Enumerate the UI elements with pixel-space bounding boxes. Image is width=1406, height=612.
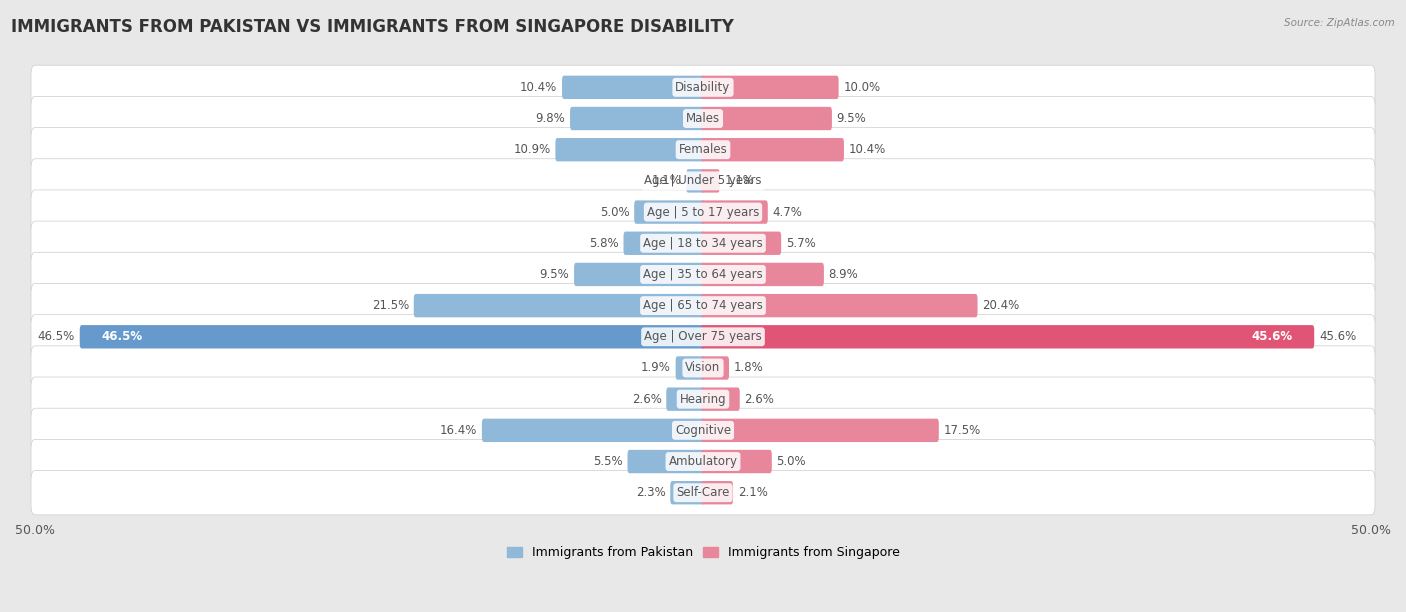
FancyBboxPatch shape [31, 377, 1375, 421]
Text: 9.5%: 9.5% [837, 112, 866, 125]
Text: Males: Males [686, 112, 720, 125]
FancyBboxPatch shape [31, 346, 1375, 390]
Text: 2.3%: 2.3% [636, 486, 665, 499]
Text: 1.8%: 1.8% [734, 362, 763, 375]
Text: 5.5%: 5.5% [593, 455, 623, 468]
FancyBboxPatch shape [702, 356, 730, 379]
Legend: Immigrants from Pakistan, Immigrants from Singapore: Immigrants from Pakistan, Immigrants fro… [502, 541, 904, 564]
FancyBboxPatch shape [31, 471, 1375, 515]
Text: 10.0%: 10.0% [844, 81, 880, 94]
FancyBboxPatch shape [702, 387, 740, 411]
Text: 17.5%: 17.5% [943, 424, 981, 437]
FancyBboxPatch shape [666, 387, 704, 411]
FancyBboxPatch shape [569, 107, 704, 130]
Text: IMMIGRANTS FROM PAKISTAN VS IMMIGRANTS FROM SINGAPORE DISABILITY: IMMIGRANTS FROM PAKISTAN VS IMMIGRANTS F… [11, 18, 734, 36]
FancyBboxPatch shape [702, 76, 838, 99]
FancyBboxPatch shape [31, 159, 1375, 203]
FancyBboxPatch shape [702, 200, 768, 224]
FancyBboxPatch shape [31, 127, 1375, 172]
Text: 46.5%: 46.5% [101, 330, 143, 343]
FancyBboxPatch shape [702, 169, 720, 193]
Text: Females: Females [679, 143, 727, 156]
FancyBboxPatch shape [31, 408, 1375, 452]
FancyBboxPatch shape [702, 481, 733, 504]
Text: Age | 5 to 17 years: Age | 5 to 17 years [647, 206, 759, 218]
Text: 2.6%: 2.6% [744, 393, 775, 406]
Text: 1.9%: 1.9% [641, 362, 671, 375]
FancyBboxPatch shape [482, 419, 704, 442]
Text: 5.8%: 5.8% [589, 237, 619, 250]
FancyBboxPatch shape [562, 76, 704, 99]
FancyBboxPatch shape [31, 190, 1375, 234]
FancyBboxPatch shape [686, 169, 704, 193]
Text: 5.7%: 5.7% [786, 237, 815, 250]
FancyBboxPatch shape [702, 138, 844, 162]
Text: Ambulatory: Ambulatory [668, 455, 738, 468]
Text: 9.8%: 9.8% [536, 112, 565, 125]
FancyBboxPatch shape [31, 439, 1375, 483]
Text: 2.6%: 2.6% [631, 393, 662, 406]
FancyBboxPatch shape [31, 283, 1375, 328]
FancyBboxPatch shape [80, 325, 704, 348]
Text: Self-Care: Self-Care [676, 486, 730, 499]
Text: 5.0%: 5.0% [776, 455, 806, 468]
FancyBboxPatch shape [31, 252, 1375, 297]
Text: 9.5%: 9.5% [540, 268, 569, 281]
Text: 46.5%: 46.5% [38, 330, 75, 343]
FancyBboxPatch shape [555, 138, 704, 162]
Text: 10.4%: 10.4% [520, 81, 557, 94]
Text: Age | 35 to 64 years: Age | 35 to 64 years [643, 268, 763, 281]
Text: 10.4%: 10.4% [849, 143, 886, 156]
Text: Disability: Disability [675, 81, 731, 94]
Text: 4.7%: 4.7% [772, 206, 803, 218]
Text: 1.1%: 1.1% [652, 174, 682, 187]
FancyBboxPatch shape [702, 107, 832, 130]
Text: 2.1%: 2.1% [738, 486, 768, 499]
FancyBboxPatch shape [702, 325, 1315, 348]
Text: 5.0%: 5.0% [600, 206, 630, 218]
FancyBboxPatch shape [31, 96, 1375, 141]
FancyBboxPatch shape [702, 294, 977, 317]
FancyBboxPatch shape [702, 231, 782, 255]
Text: 21.5%: 21.5% [371, 299, 409, 312]
Text: Cognitive: Cognitive [675, 424, 731, 437]
FancyBboxPatch shape [413, 294, 704, 317]
Text: 45.6%: 45.6% [1319, 330, 1357, 343]
Text: Source: ZipAtlas.com: Source: ZipAtlas.com [1284, 18, 1395, 28]
Text: Age | Over 75 years: Age | Over 75 years [644, 330, 762, 343]
Text: Age | 65 to 74 years: Age | 65 to 74 years [643, 299, 763, 312]
FancyBboxPatch shape [634, 200, 704, 224]
Text: Hearing: Hearing [679, 393, 727, 406]
Text: Age | 18 to 34 years: Age | 18 to 34 years [643, 237, 763, 250]
Text: Vision: Vision [685, 362, 721, 375]
FancyBboxPatch shape [627, 450, 704, 473]
FancyBboxPatch shape [623, 231, 704, 255]
FancyBboxPatch shape [31, 221, 1375, 266]
Text: 16.4%: 16.4% [440, 424, 477, 437]
FancyBboxPatch shape [574, 263, 704, 286]
Text: 10.9%: 10.9% [513, 143, 551, 156]
Text: 45.6%: 45.6% [1251, 330, 1292, 343]
Text: 8.9%: 8.9% [828, 268, 858, 281]
Text: 20.4%: 20.4% [983, 299, 1019, 312]
Text: 1.1%: 1.1% [724, 174, 754, 187]
Text: Age | Under 5 years: Age | Under 5 years [644, 174, 762, 187]
FancyBboxPatch shape [671, 481, 704, 504]
FancyBboxPatch shape [702, 263, 824, 286]
FancyBboxPatch shape [31, 315, 1375, 359]
FancyBboxPatch shape [31, 65, 1375, 110]
FancyBboxPatch shape [676, 356, 704, 379]
FancyBboxPatch shape [702, 419, 939, 442]
FancyBboxPatch shape [702, 450, 772, 473]
